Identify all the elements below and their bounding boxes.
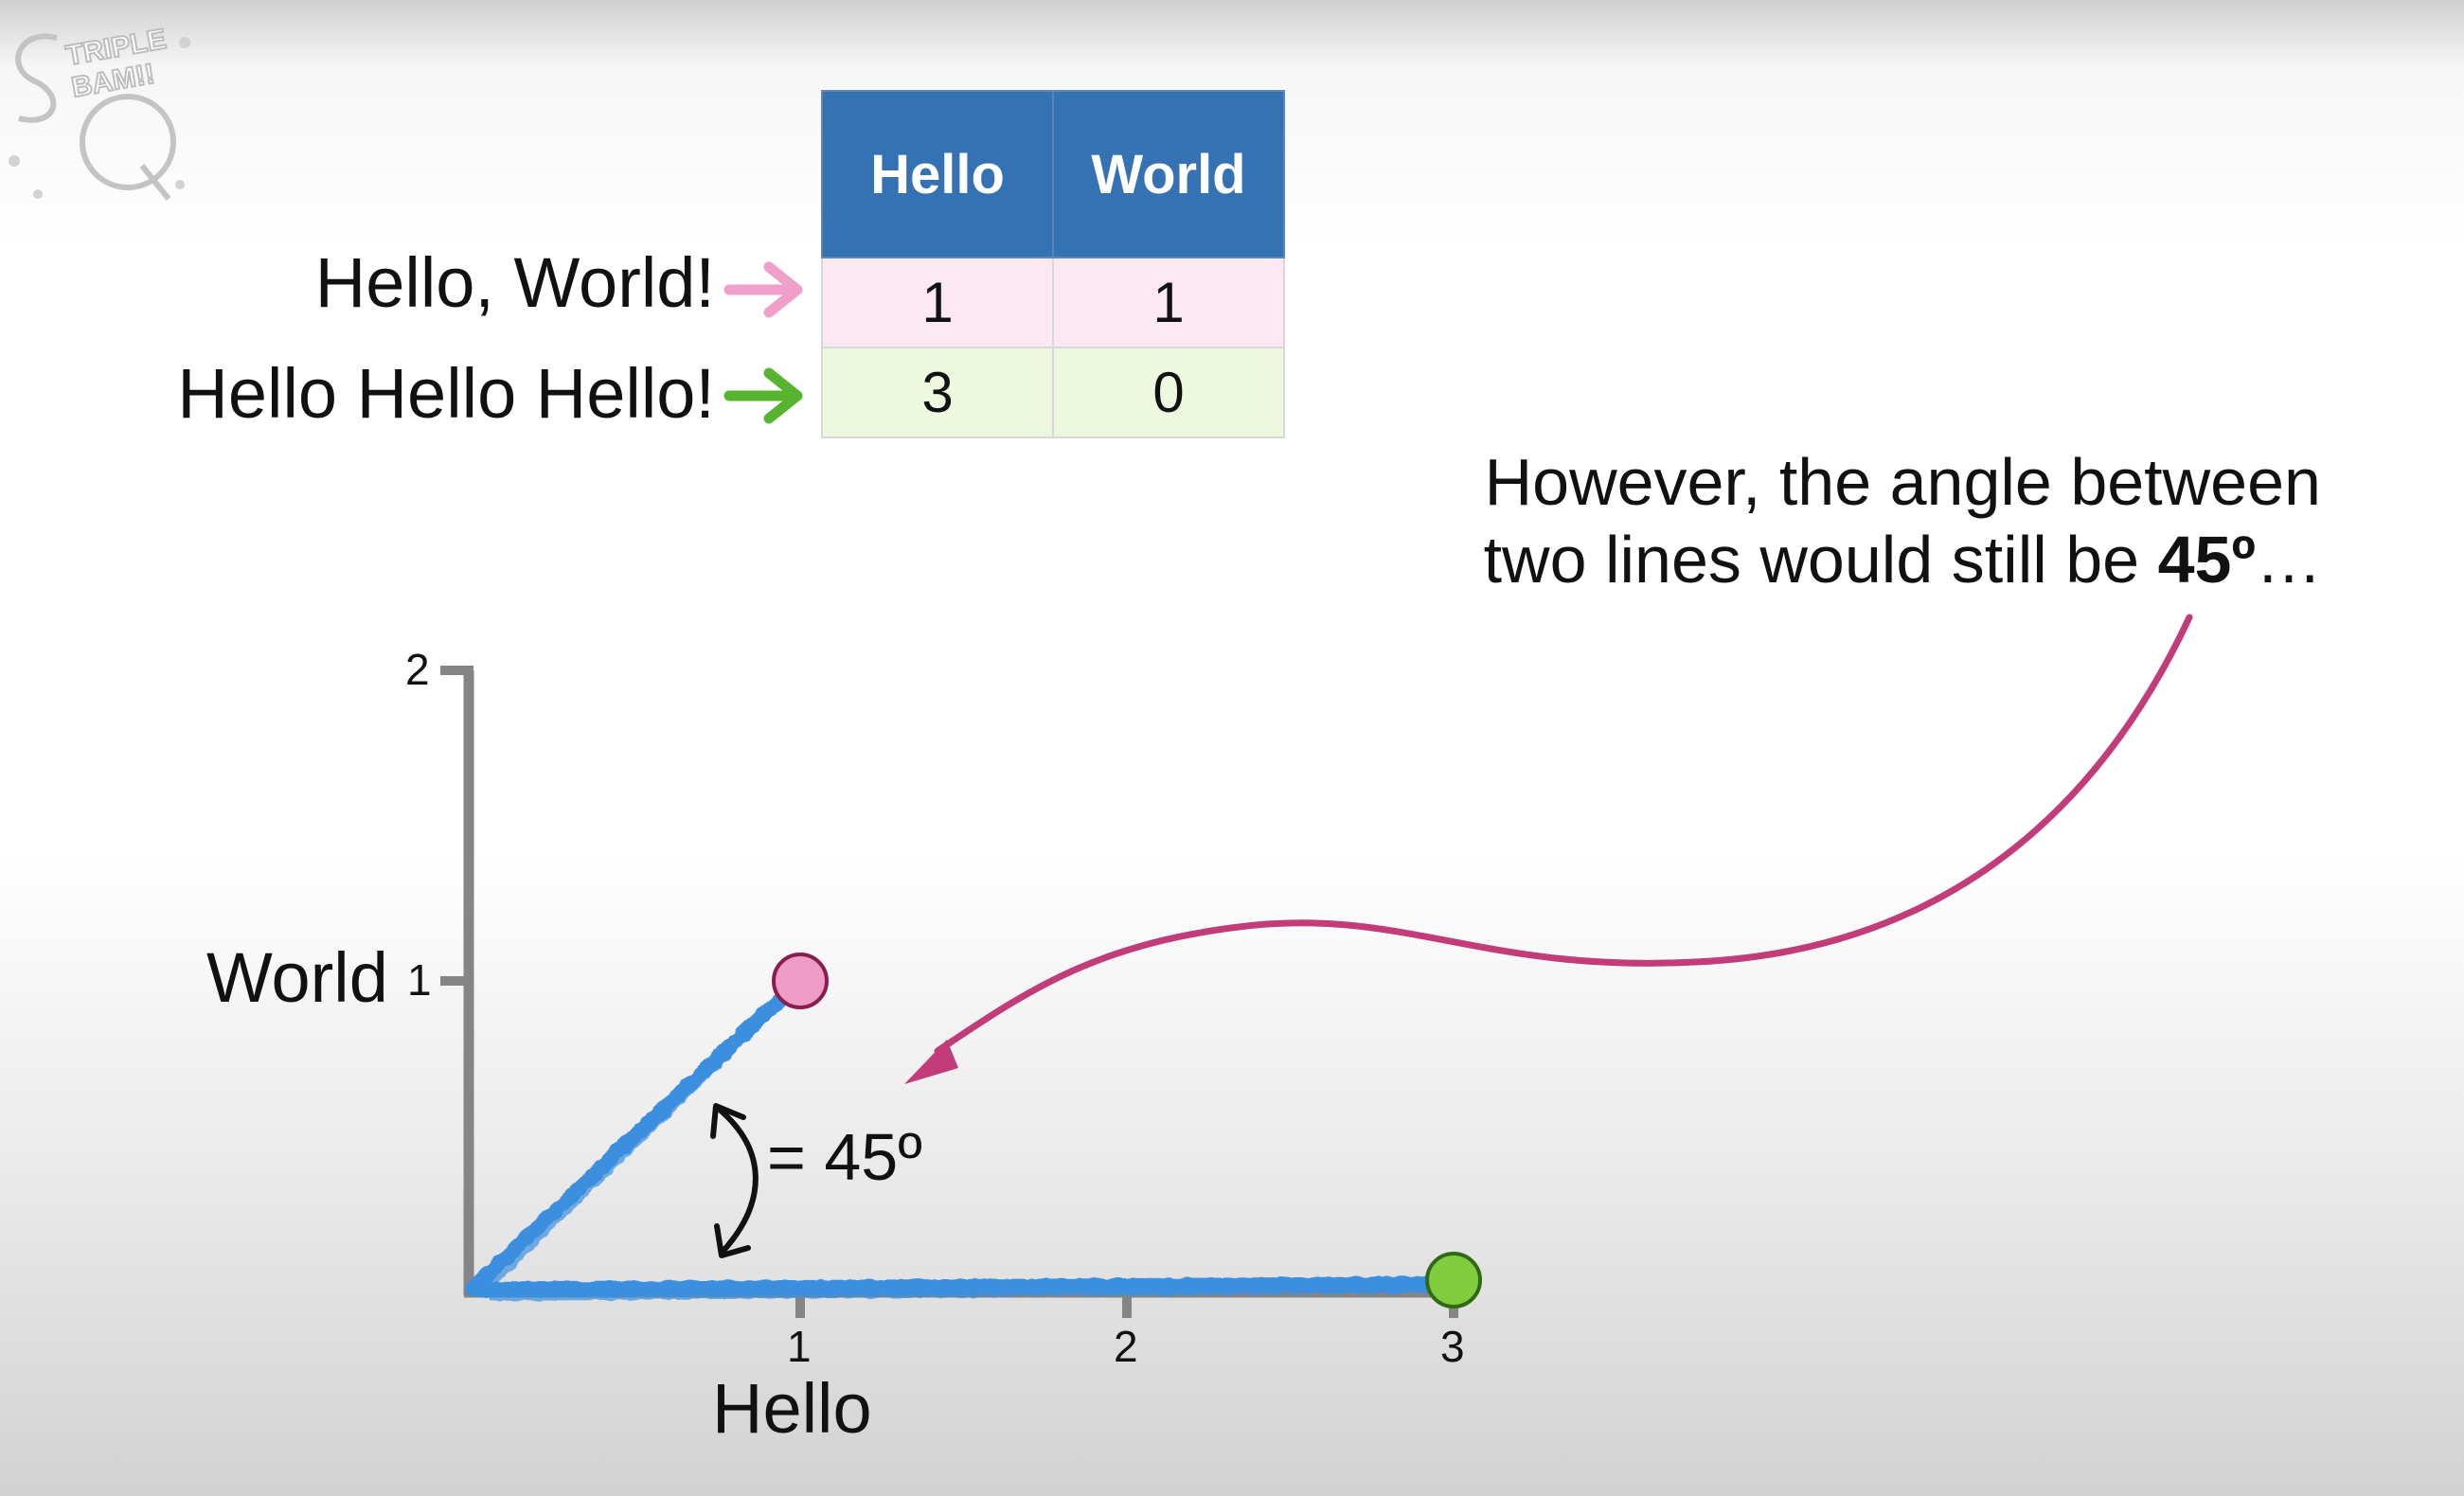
table-cell: 1 bbox=[1052, 257, 1285, 348]
x-tick-label: 1 bbox=[787, 1322, 812, 1371]
y-axis-title: World bbox=[206, 938, 388, 1017]
table-cell: 3 bbox=[821, 347, 1054, 438]
green-arrow-icon bbox=[723, 367, 803, 424]
callout-line-1: However, the angle between bbox=[1484, 445, 2321, 519]
vector-line-hello-world-stroke bbox=[484, 995, 790, 1291]
callout-line-2-prefix: two lines would still be bbox=[1483, 523, 2158, 597]
row-label-hello-hello-hello: Hello Hello Hello! bbox=[177, 354, 715, 433]
table-row: 1 1 bbox=[821, 257, 1285, 348]
point-hello-world bbox=[772, 953, 829, 1009]
x-tick-label: 3 bbox=[1440, 1322, 1465, 1371]
y-tick-label: 1 bbox=[407, 955, 432, 1005]
word-count-table: Hello World 1 1 3 0 bbox=[821, 90, 1285, 438]
vector-line-hello-world bbox=[466, 982, 798, 1295]
x-axis-title: Hello bbox=[712, 1369, 872, 1448]
callout-text: However, the angle between two lines wou… bbox=[1484, 443, 2322, 598]
column-header-world: World bbox=[1052, 90, 1285, 258]
curved-arrow-icon bbox=[904, 614, 2193, 1084]
table-cell: 0 bbox=[1052, 347, 1285, 438]
pink-arrow-icon bbox=[723, 261, 803, 318]
callout-angle-value: 45º bbox=[2157, 523, 2256, 597]
vector-line-hello-hello-hello-stroke bbox=[489, 1286, 1443, 1301]
logo-graphic bbox=[9, 33, 190, 201]
column-header-hello: Hello bbox=[821, 90, 1054, 258]
callout-ellipsis: … bbox=[2256, 523, 2322, 597]
x-tick-label: 2 bbox=[1114, 1322, 1138, 1371]
point-hello-hello-hello bbox=[1425, 1252, 1482, 1309]
table-row: 3 0 bbox=[821, 347, 1285, 438]
statquest-logo: TRIPLE BAM!! bbox=[0, 0, 208, 218]
y-tick-label: 2 bbox=[405, 645, 430, 694]
callout-line-2: two lines would still be 45º… bbox=[1484, 521, 2322, 598]
table-cell: 1 bbox=[821, 257, 1054, 348]
angle-arc-icon bbox=[710, 1103, 759, 1258]
vector-line-hello-hello-hello bbox=[466, 1276, 1452, 1297]
row-label-hello-world: Hello, World! bbox=[314, 243, 715, 322]
angle-label: = 45º bbox=[767, 1120, 922, 1194]
